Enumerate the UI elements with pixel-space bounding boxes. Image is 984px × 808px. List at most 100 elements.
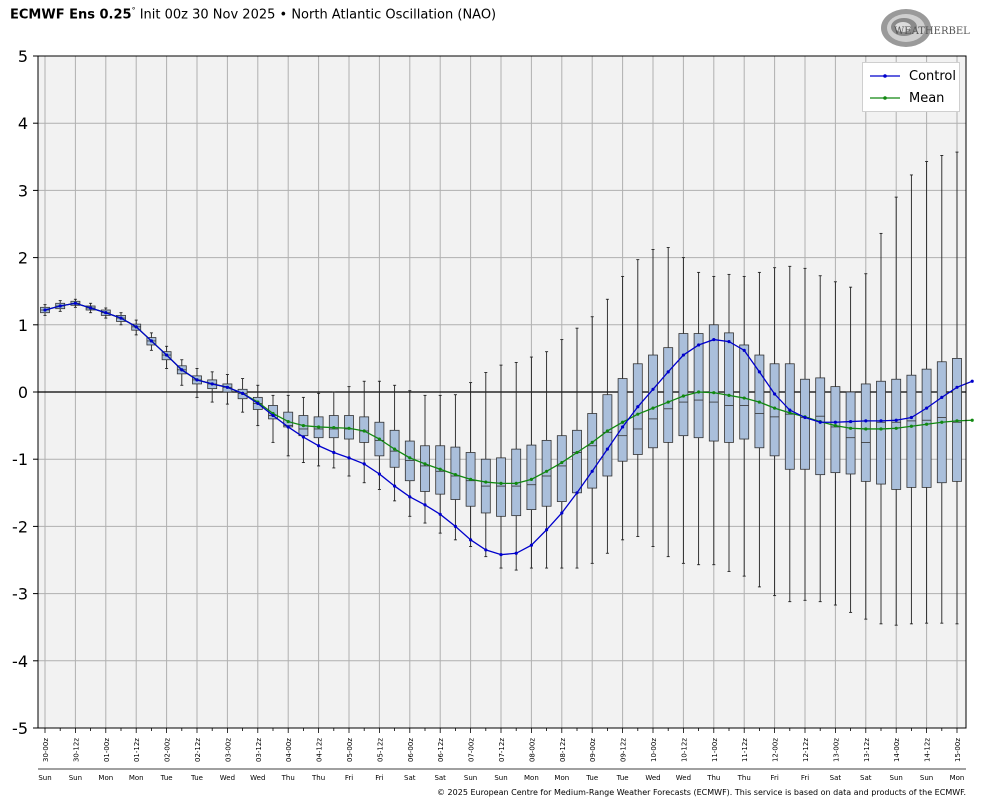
control-swatch	[870, 74, 900, 78]
series-point-control	[347, 456, 351, 460]
series-point-control	[423, 503, 427, 507]
series-point-control	[879, 419, 883, 423]
x-axis: 30-00z Sun 30-12z Sun 01-00z Mon 01-12z Mon 02-0…	[38, 728, 966, 782]
series-point-control	[377, 472, 381, 476]
box	[420, 445, 430, 492]
series-point-control	[529, 543, 534, 547]
x-day-label: Wed	[645, 774, 660, 782]
x-tick-label: 11-12z	[741, 738, 749, 762]
box	[906, 374, 917, 488]
y-tick-label: 5	[18, 47, 28, 66]
box	[496, 457, 506, 517]
box	[587, 413, 598, 489]
copyright-footer: © 2025 European Centre for Medium-Range …	[437, 788, 966, 797]
series-point-mean	[849, 426, 853, 430]
series-point-control	[134, 325, 138, 329]
series-point-control	[89, 306, 93, 310]
series-point-control	[301, 435, 305, 439]
series-point-control	[636, 405, 640, 409]
x-tick-label: 06-00z	[407, 738, 415, 762]
box	[891, 378, 902, 490]
x-day-label: Thu	[311, 774, 325, 782]
series-point-control	[712, 337, 716, 342]
series-point-mean	[347, 426, 351, 430]
series-point-control	[849, 419, 853, 424]
y-tick-label: 2	[18, 249, 28, 268]
x-day-label: Sat	[860, 774, 872, 782]
series-point-mean	[636, 412, 640, 416]
x-tick-label: 13-12z	[863, 738, 871, 762]
series-point-mean	[909, 424, 914, 428]
series-point-mean	[955, 419, 959, 423]
box	[845, 391, 856, 475]
x-day-label: Thu	[706, 774, 720, 782]
box	[648, 354, 658, 449]
series-point-mean	[894, 426, 898, 430]
x-tick-label: 06-12z	[437, 738, 445, 762]
series-point-control	[43, 308, 47, 312]
series-point-mean	[514, 481, 518, 485]
x-day-label: Fri	[770, 774, 778, 782]
weatherbell-logo: WEATHERBELL	[878, 6, 977, 52]
x-tick-label: 10-00z	[650, 738, 658, 762]
box	[556, 435, 567, 502]
series-point-control	[438, 512, 442, 516]
x-tick-label: 03-12z	[255, 738, 263, 762]
box	[815, 377, 826, 476]
series-point-control	[210, 382, 214, 386]
series-point-mean	[332, 426, 336, 430]
chart-legend: Control Mean	[862, 62, 960, 112]
series-point-mean	[833, 424, 838, 428]
series-point-control	[195, 378, 199, 382]
series-point-mean	[438, 467, 442, 471]
series-point-control	[925, 406, 929, 410]
y-axis: 5 4 3 2 1 0 -1 -2 -3 -4 -5	[12, 47, 38, 738]
series-point-control	[955, 385, 959, 389]
series-point-control	[803, 415, 807, 420]
series-point-mean	[469, 477, 473, 481]
series-point-mean	[423, 462, 427, 466]
x-day-label: Wed	[220, 774, 235, 782]
title-model: ECMWF Ens 0.25	[10, 7, 132, 23]
box	[724, 332, 734, 443]
box	[678, 333, 689, 437]
series-point-mean	[560, 460, 564, 465]
box	[572, 429, 582, 494]
series-point-control	[757, 370, 762, 374]
x-day-label: Sun	[464, 774, 477, 782]
series-point-mean	[879, 427, 883, 431]
x-day-label: Wed	[676, 774, 691, 782]
y-tick-label: -3	[12, 585, 28, 604]
box	[693, 333, 704, 439]
series-point-control	[970, 379, 974, 383]
x-tick-label: 02-00z	[164, 738, 172, 762]
series-point-mean	[317, 425, 321, 429]
box	[602, 394, 613, 477]
x-day-label: Mon	[950, 774, 965, 782]
series-point-control	[408, 495, 412, 499]
series-point-control	[894, 418, 898, 422]
x-day-label: Sun	[494, 774, 507, 782]
series-point-control	[271, 413, 275, 418]
series-point-control	[317, 444, 321, 448]
series-point-control	[788, 408, 792, 412]
series-point-control	[104, 311, 108, 315]
series-point-control	[909, 415, 914, 420]
series-line-control	[44, 302, 973, 556]
x-day-label: Fri	[375, 774, 383, 782]
series-point-control	[453, 524, 457, 529]
series-point-mean	[393, 447, 397, 451]
x-day-label: Tue	[616, 774, 629, 782]
x-tick-label: 07-00z	[468, 738, 476, 762]
series-point-control	[590, 469, 594, 473]
box	[876, 380, 886, 485]
series-point-mean	[742, 396, 746, 400]
series-point-control	[742, 348, 746, 352]
y-tick-label: -1	[12, 450, 28, 469]
series-point-mean	[484, 480, 488, 484]
series-point-mean	[301, 424, 305, 428]
series-point-control	[621, 425, 625, 429]
y-tick-label: 0	[18, 383, 28, 402]
box	[632, 363, 643, 455]
series-point-control	[545, 528, 549, 532]
